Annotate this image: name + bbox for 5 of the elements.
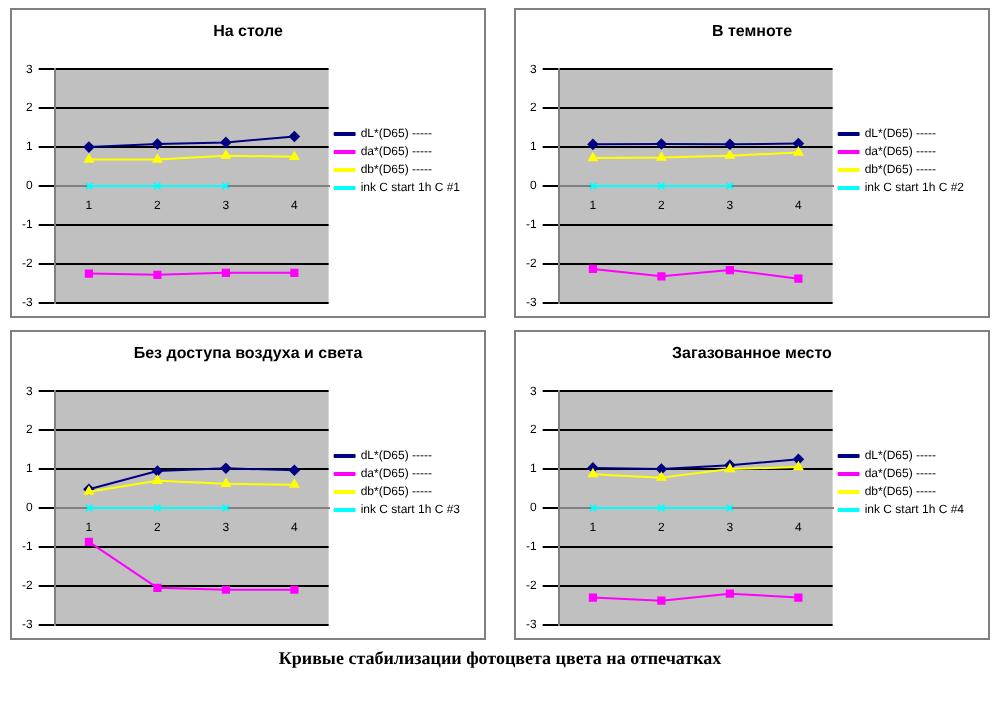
chart-title: В темноте [711, 22, 794, 41]
chart-title: Загазованное место [672, 344, 833, 363]
chart-title: Без доступа воздуха и света [133, 344, 364, 363]
chart-title: На столе [213, 22, 284, 41]
text: Кривые стабилизации фотоцвета цвета на отпечатках [276, 648, 724, 668]
